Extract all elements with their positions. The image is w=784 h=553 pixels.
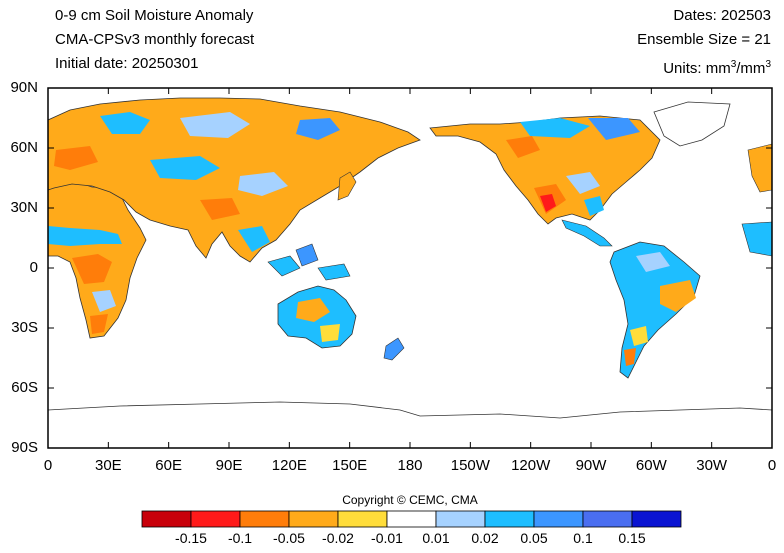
- colorbar-swatch: [239, 510, 290, 528]
- colorbar-swatch: [141, 510, 192, 528]
- lon-label: 90E: [215, 457, 243, 474]
- lat-label: 30S: [11, 319, 38, 336]
- lat-label: 30N: [10, 199, 38, 216]
- lon-label: 60W: [635, 457, 667, 474]
- colorbar-swatch: [533, 510, 584, 528]
- colorbar-swatch: [484, 510, 535, 528]
- colorbar-label: -0.1: [227, 530, 253, 546]
- colorbar-label: 0.05: [520, 530, 548, 546]
- lat-label: 60S: [11, 379, 38, 396]
- lon-label: 30W: [696, 457, 728, 474]
- lon-label: 150E: [332, 457, 368, 474]
- lon-label: 30E: [94, 457, 122, 474]
- lon-label: 0: [43, 457, 53, 474]
- antarctica-outline: [48, 401, 772, 419]
- colorbar-swatch: [582, 510, 633, 528]
- ensemble-size: Ensemble Size = 21: [637, 31, 771, 48]
- north-america-landmass: [429, 115, 661, 225]
- colorbar-label: 0.02: [471, 530, 499, 546]
- colorbar-label: 0.1: [573, 530, 593, 546]
- lon-label: 90W: [575, 457, 607, 474]
- units-label: Units: mm3/mm3: [663, 59, 771, 77]
- colorbar: [141, 510, 682, 528]
- model-name: CMA-CPSv3 monthly forecast: [55, 31, 255, 48]
- copyright-notice: Copyright © CEMC, CMA: [342, 493, 478, 507]
- colorbar-label: -0.05: [273, 530, 305, 546]
- colorbar-swatch: [386, 510, 437, 528]
- colorbar-swatch: [337, 510, 388, 528]
- colorbar-label: 0.01: [422, 530, 450, 546]
- colorbar-label: 0.15: [618, 530, 646, 546]
- colorbar-label: -0.02: [322, 530, 354, 546]
- initial-date: Initial date: 20250301: [55, 55, 199, 72]
- lat-label: 60N: [10, 139, 38, 156]
- lon-label: 150W: [450, 457, 490, 474]
- colorbar-label: -0.01: [371, 530, 403, 546]
- south-america-landmass: [609, 241, 701, 379]
- lon-label: 180: [397, 457, 423, 474]
- land-anomaly-fields: [48, 97, 772, 419]
- lat-label: 0: [29, 259, 38, 276]
- colorbar-swatch: [435, 510, 486, 528]
- colorbar-swatch: [288, 510, 339, 528]
- lon-label: 0: [767, 457, 777, 474]
- colorbar-swatch: [631, 510, 682, 528]
- eurasia-landmass: [48, 97, 421, 263]
- lon-label: 120W: [511, 457, 551, 474]
- lon-label: 120E: [271, 457, 307, 474]
- lat-label: 90S: [11, 439, 38, 456]
- map-title: 0-9 cm Soil Moisture Anomaly: [55, 7, 254, 24]
- forecast-dates: Dates: 202503: [673, 7, 771, 24]
- colorbar-label: -0.15: [175, 530, 207, 546]
- lat-label: 90N: [10, 79, 38, 96]
- lon-label: 60E: [155, 457, 183, 474]
- colorbar-swatch: [190, 510, 241, 528]
